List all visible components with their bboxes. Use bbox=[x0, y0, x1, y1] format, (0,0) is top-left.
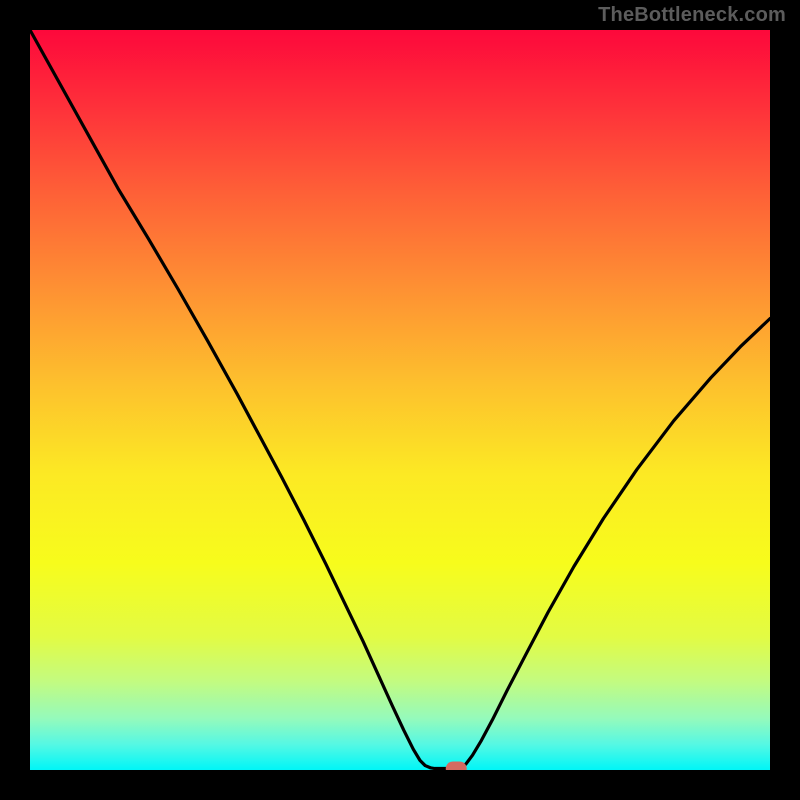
gradient-background bbox=[30, 30, 770, 770]
watermark-label: TheBottleneck.com bbox=[598, 4, 786, 27]
optimal-marker bbox=[446, 762, 467, 770]
bottleneck-chart bbox=[30, 30, 770, 770]
